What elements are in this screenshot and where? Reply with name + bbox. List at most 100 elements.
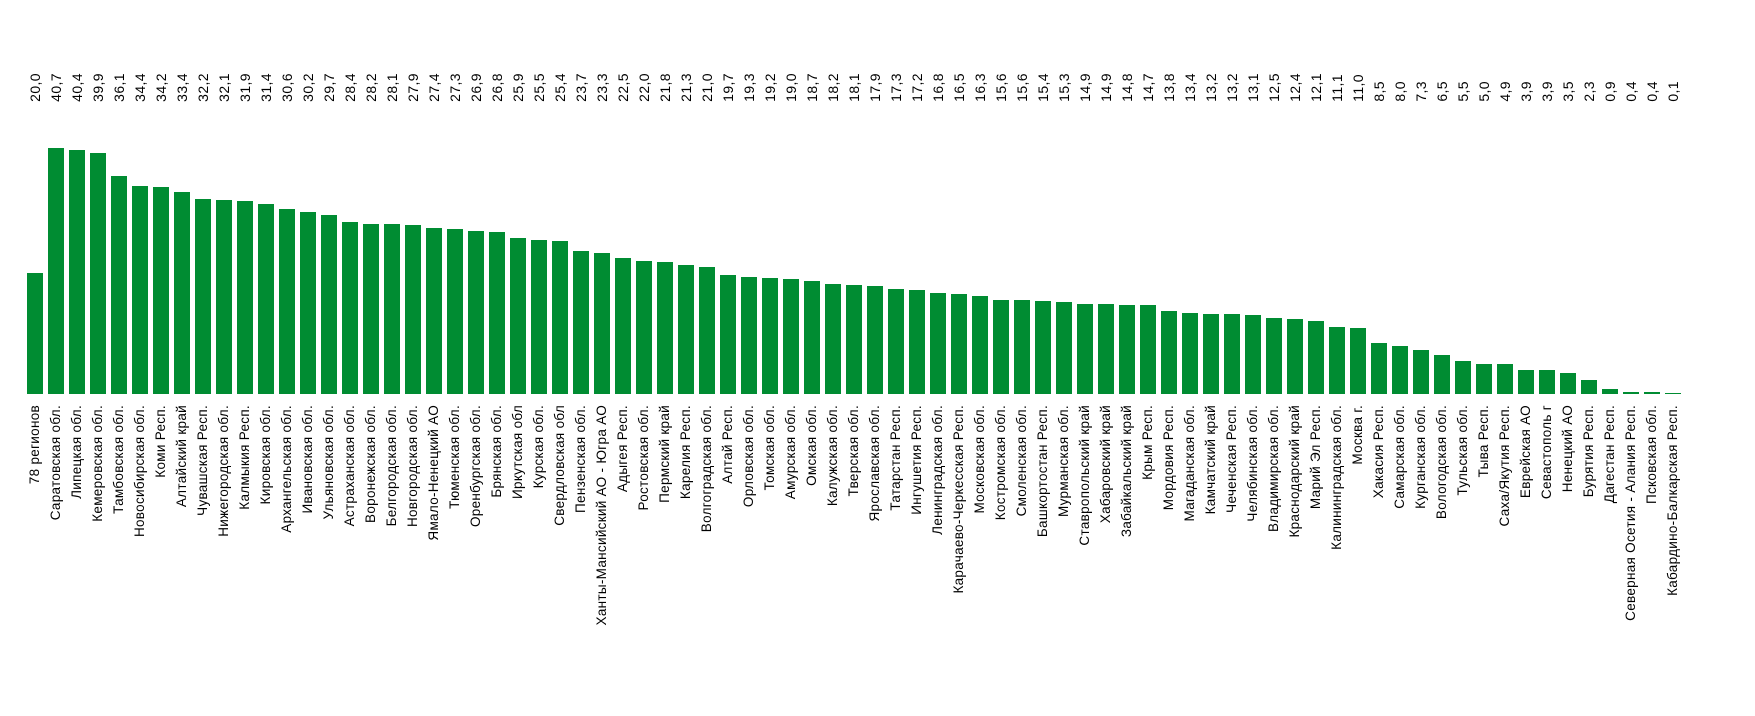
bar <box>1139 305 1156 394</box>
bar-value-label: 32,1 <box>215 73 232 102</box>
value-label-zone: 17,2 <box>906 14 927 102</box>
category-label: Ненецкий АО <box>1559 405 1575 493</box>
bar-value-label: 2,3 <box>1580 81 1597 102</box>
bar <box>194 199 211 394</box>
value-label-zone: 14,8 <box>1116 14 1137 102</box>
bar <box>446 229 463 394</box>
chart-column: 25,4 Свердловская обл <box>549 14 570 697</box>
bar-value-label: 19,3 <box>740 73 757 102</box>
chart-column: 2,3 Бурятия Респ. <box>1578 14 1599 697</box>
bar-value-label: 12,4 <box>1286 73 1303 102</box>
chart-column: 13,1 Челябинская обл. <box>1242 14 1263 697</box>
category-label-zone: Брянская обл. <box>486 405 507 697</box>
category-label: Ставропольский край <box>1076 405 1092 546</box>
bar-zone <box>1221 102 1242 394</box>
chart-column: 6,5 Вологодская обл. <box>1431 14 1452 697</box>
bar <box>299 211 316 394</box>
category-label: Новосибирская обл. <box>131 405 147 538</box>
category-label: Тюменская обл. <box>446 405 462 509</box>
category-label: Москва г. <box>1349 405 1365 465</box>
category-label-zone: Марий Эл Респ. <box>1305 405 1326 697</box>
category-label: Коми Респ. <box>152 405 168 478</box>
bar-value-label: 40,4 <box>68 73 85 102</box>
category-label-zone: Московская обл. <box>969 405 990 697</box>
bar-zone <box>675 102 696 394</box>
category-label: Нижегородская обл. <box>215 405 231 537</box>
bar-zone <box>276 102 297 394</box>
bar <box>1244 314 1261 394</box>
category-label: Псковская обл. <box>1643 405 1659 505</box>
bar <box>1181 313 1198 394</box>
chart-column: 31,9 Калмыкия Респ. <box>234 14 255 697</box>
bar-value-label: 16,3 <box>971 73 988 102</box>
value-label-zone: 22,0 <box>633 14 654 102</box>
chart-column: 14,9 Хабаровский край <box>1095 14 1116 697</box>
bar <box>971 295 988 394</box>
bar-value-label: 3,9 <box>1538 81 1555 102</box>
bar-zone <box>1137 102 1158 394</box>
bar-value-label: 15,6 <box>1013 73 1030 102</box>
bar-zone <box>1095 102 1116 394</box>
chart-column: 8,0 Самарская обл. <box>1389 14 1410 697</box>
value-label-zone: 3,9 <box>1536 14 1557 102</box>
category-label-zone: Томская обл. <box>759 405 780 697</box>
value-label-zone: 19,2 <box>759 14 780 102</box>
chart-column: 22,5 Адыгея Респ. <box>612 14 633 697</box>
bar <box>1622 391 1639 394</box>
bar-zone <box>1053 102 1074 394</box>
chart-column: 26,8 Брянская обл. <box>486 14 507 697</box>
category-label: Тыва Респ. <box>1475 405 1491 478</box>
bar-zone <box>150 102 171 394</box>
bar-zone <box>507 102 528 394</box>
value-label-zone: 12,1 <box>1305 14 1326 102</box>
bar-zone <box>402 102 423 394</box>
chart-column: 22,0 Ростовская обл. <box>633 14 654 697</box>
bar <box>1076 303 1093 394</box>
category-label: Краснодарский край <box>1286 405 1302 538</box>
category-label-zone: Кемеровская обл. <box>87 405 108 697</box>
value-label-zone: 15,4 <box>1032 14 1053 102</box>
bar-zone <box>1452 102 1473 394</box>
category-label-zone: Башкортостан Респ. <box>1032 405 1053 697</box>
value-label-zone: 28,2 <box>360 14 381 102</box>
bar-value-label: 28,2 <box>362 73 379 102</box>
chart-column: 34,4 Новосибирская обл. <box>129 14 150 697</box>
bar-value-label: 19,7 <box>719 73 736 102</box>
category-label: Крым Респ. <box>1139 405 1155 480</box>
bar <box>1160 310 1177 394</box>
category-label-zone: Хакасия Респ. <box>1368 405 1389 697</box>
category-label-zone: Астраханская обл. <box>339 405 360 697</box>
value-label-zone: 34,4 <box>129 14 150 102</box>
chart-column: 3,9 Еврейская АО <box>1515 14 1536 697</box>
value-label-zone: 13,2 <box>1221 14 1242 102</box>
category-label-zone: Новосибирская обл. <box>129 405 150 697</box>
value-label-zone: 11,1 <box>1326 14 1347 102</box>
bar-zone <box>108 102 129 394</box>
value-label-zone: 14,7 <box>1137 14 1158 102</box>
bar-zone <box>990 102 1011 394</box>
category-label-zone: Ивановская обл. <box>297 405 318 697</box>
bar-value-label: 15,6 <box>992 73 1009 102</box>
bar-zone <box>213 102 234 394</box>
category-label: Амурская обл. <box>782 405 798 500</box>
category-label: Саратовская обл. <box>47 405 63 521</box>
value-label-zone: 28,1 <box>381 14 402 102</box>
value-label-zone: 21,8 <box>654 14 675 102</box>
bar <box>1496 364 1513 394</box>
value-label-zone: 15,3 <box>1053 14 1074 102</box>
bar-zone <box>1431 102 1452 394</box>
bar-value-label: 0,9 <box>1601 81 1618 102</box>
chart-column: 16,3 Московская обл. <box>969 14 990 697</box>
bar-zone <box>255 102 276 394</box>
bar <box>26 273 43 394</box>
bar <box>992 299 1009 394</box>
bar-zone <box>843 102 864 394</box>
bar <box>593 253 610 394</box>
bar-zone <box>717 102 738 394</box>
category-label: Калмыкия Респ. <box>236 405 252 510</box>
category-label: Пермский край <box>656 405 672 503</box>
chart-column: 0,9 Дагестан Респ. <box>1599 14 1620 697</box>
value-label-zone: 13,8 <box>1158 14 1179 102</box>
category-label-zone: Чувашская Респ. <box>192 405 213 697</box>
category-label-zone: Мордовия Респ. <box>1158 405 1179 697</box>
